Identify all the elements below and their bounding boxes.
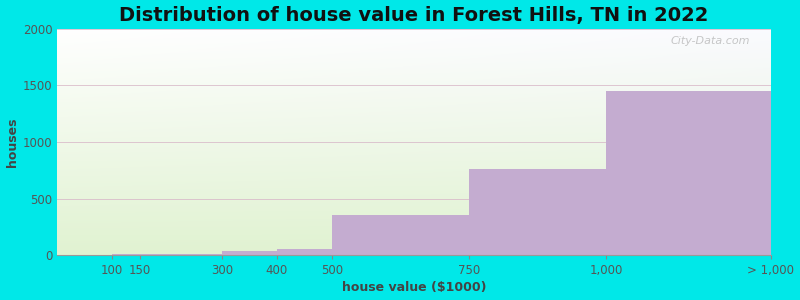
- Title: Distribution of house value in Forest Hills, TN in 2022: Distribution of house value in Forest Hi…: [119, 6, 709, 25]
- Text: City-Data.com: City-Data.com: [670, 36, 750, 46]
- Bar: [332, 214, 469, 255]
- Bar: [112, 254, 139, 255]
- Bar: [469, 169, 606, 255]
- Bar: [222, 251, 277, 255]
- Bar: [606, 91, 771, 255]
- Bar: [139, 254, 222, 255]
- X-axis label: house value ($1000): house value ($1000): [342, 281, 486, 294]
- Y-axis label: houses: houses: [6, 117, 18, 167]
- Bar: [277, 249, 332, 255]
